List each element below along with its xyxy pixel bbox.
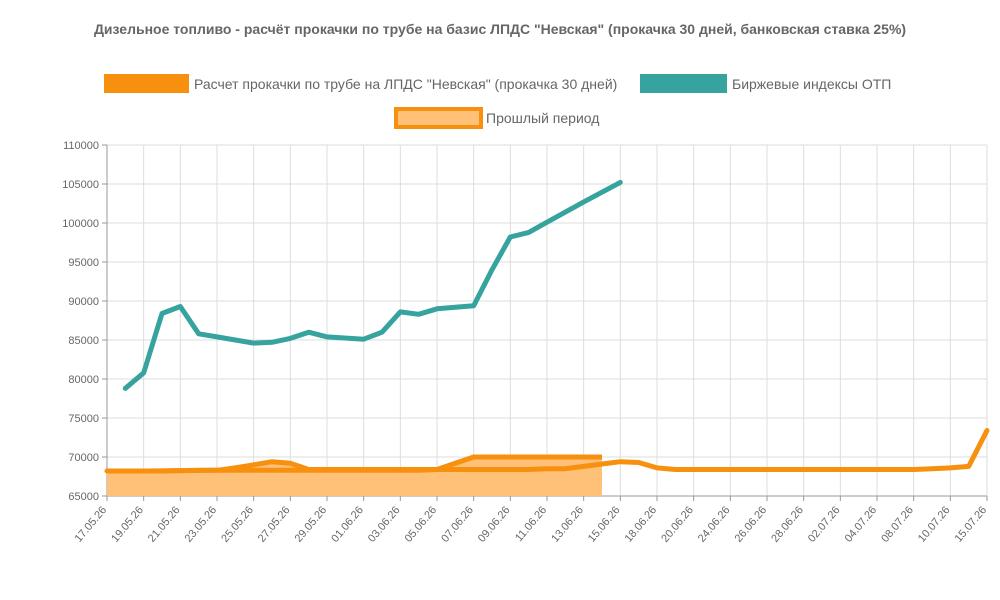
x-tick-label: 29.05.26: [293, 504, 330, 545]
x-tick-label: 25.05.26: [219, 504, 256, 545]
x-tick-label: 10.07.26: [916, 504, 953, 545]
chart-title: Дизельное топливо - расчёт прокачки по т…: [94, 21, 906, 37]
legend-label-exchange: Биржевые индексы ОТП: [732, 76, 891, 92]
series-exchange-line: [122, 179, 623, 391]
legend-swatch-pumping: [104, 74, 189, 93]
x-tick-label: 03.06.26: [366, 504, 403, 545]
x-tick-label: 20.06.26: [659, 504, 696, 545]
y-tick-label: 85000: [68, 335, 99, 347]
x-tick-label: 08.07.26: [879, 504, 916, 545]
x-tick-label: 15.07.26: [953, 504, 990, 545]
y-axis-ticks: 110000 105000 100000 95000 90000 85000 80000 75…: [62, 140, 107, 503]
legend: Расчет прокачки по трубе на ЛПДС "Невска…: [104, 74, 891, 129]
x-tick-label: 04.07.26: [843, 504, 880, 545]
x-tick-label: 28.06.26: [769, 504, 806, 545]
x-tick-label: 17.05.26: [73, 504, 110, 545]
x-tick-label: 24.06.26: [696, 504, 733, 545]
y-tick-label: 100000: [62, 218, 99, 230]
y-tick-label: 65000: [68, 491, 99, 503]
grid: [106, 144, 988, 497]
x-tick-label: 13.06.26: [549, 504, 586, 545]
legend-swatch-previous-period: [394, 107, 483, 129]
x-tick-label: 01.06.26: [329, 504, 366, 545]
y-tick-label: 90000: [68, 296, 99, 308]
y-tick-label: 75000: [68, 413, 99, 425]
x-tick-label: 26.06.26: [733, 504, 770, 545]
y-tick-label: 70000: [68, 452, 99, 464]
legend-label-pumping: Расчет прокачки по трубе на ЛПДС "Невска…: [194, 76, 617, 92]
x-tick-label: 07.06.26: [439, 504, 476, 545]
y-tick-label: 105000: [62, 179, 99, 191]
x-tick-label: 19.05.26: [109, 504, 146, 545]
series-previous-period-area: [107, 457, 602, 496]
x-tick-label: 09.06.26: [476, 504, 513, 545]
x-tick-label: 15.06.26: [586, 504, 623, 545]
x-tick-label: 18.06.26: [623, 504, 660, 545]
legend-item-exchange[interactable]: Биржевые индексы ОТП: [640, 74, 891, 93]
legend-label-previous-period: Прошлый период: [486, 110, 599, 126]
y-tick-label: 80000: [68, 374, 99, 386]
series-pumping-line: [104, 428, 990, 474]
x-axis-ticks: 17.05.26 19.05.26 21.05.26 23.05.26 25.05.26…: [73, 496, 990, 545]
legend-item-pumping[interactable]: Расчет прокачки по трубе на ЛПДС "Невска…: [104, 74, 617, 93]
x-tick-label: 11.06.26: [513, 504, 549, 544]
x-tick-label: 02.07.26: [806, 504, 843, 545]
y-tick-label: 95000: [68, 257, 99, 269]
x-tick-label: 27.05.26: [256, 504, 293, 545]
x-tick-label: 05.06.26: [403, 504, 440, 545]
legend-swatch-exchange: [640, 74, 727, 93]
legend-item-previous-period[interactable]: Прошлый период: [394, 107, 599, 129]
y-tick-label: 110000: [63, 140, 99, 152]
series-layer: [104, 179, 990, 496]
x-tick-label: 21.05.26: [146, 504, 183, 545]
x-tick-label: 23.05.26: [183, 504, 220, 545]
